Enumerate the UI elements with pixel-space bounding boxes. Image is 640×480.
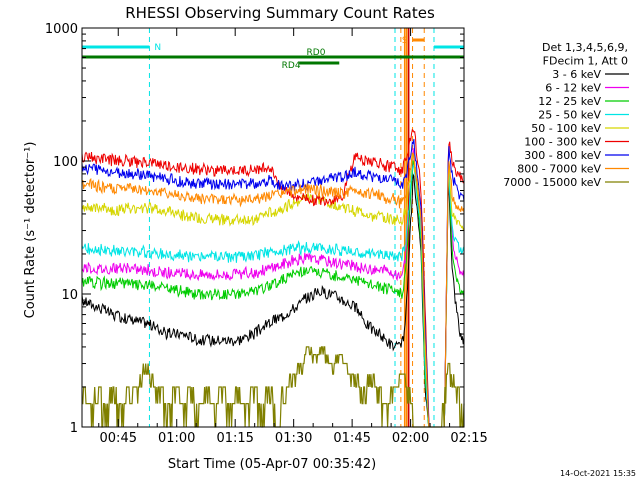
series-line-3 xyxy=(81,164,465,428)
annotation-label-n: N xyxy=(154,43,161,53)
legend-entry-0: 3 - 6 keV xyxy=(552,68,601,81)
chart-title: RHESSI Observing Summary Count Rates xyxy=(125,4,435,22)
annotation-label-s: S xyxy=(402,36,408,46)
vertical-markers xyxy=(148,28,435,427)
annotation-label-rd0: RD0 xyxy=(307,48,326,58)
series-line-8 xyxy=(82,346,465,428)
legend-header-1: FDecim 1, Att 0 xyxy=(543,55,628,68)
x-axis-ticks: 00:45 01:00 01:15 01:30 01:45 02:00 02:15 xyxy=(98,28,488,446)
x-tick-label-1: 01:00 xyxy=(158,431,195,446)
x-tick-label-0: 00:45 xyxy=(100,431,137,446)
y-tick-label-1: 10 xyxy=(61,288,78,303)
y-tick-label-0: 1 xyxy=(70,421,78,436)
legend-entry-6: 300 - 800 keV xyxy=(524,149,601,162)
series-lines xyxy=(81,128,465,428)
y-tick-label-3: 1000 xyxy=(45,22,78,37)
legend-entry-8: 7000 - 15000 keV xyxy=(503,176,601,189)
series-line-0 xyxy=(81,172,465,428)
x-tick-label-2: 01:15 xyxy=(216,431,253,446)
x-tick-label-3: 01:30 xyxy=(275,431,312,446)
series-line-4 xyxy=(81,153,465,428)
y-axis-label: Count Rate (s⁻¹ detector⁻¹) xyxy=(23,142,38,319)
x-tick-label-6: 02:15 xyxy=(450,431,487,446)
legend-entry-2: 12 - 25 keV xyxy=(538,95,601,108)
x-axis-label: Start Time (05-Apr-07 00:35:42) xyxy=(168,457,376,472)
legend: Det 1,3,4,5,6,9,FDecim 1, Att 03 - 6 keV… xyxy=(503,41,629,189)
legend-entry-4: 50 - 100 keV xyxy=(531,122,601,135)
annotation-label-rd4: RD4 xyxy=(282,61,301,71)
y-axis-ticks: 1 10 100 1000 xyxy=(45,22,464,436)
legend-entry-7: 800 - 7000 keV xyxy=(517,163,601,176)
legend-entry-5: 100 - 300 keV xyxy=(524,136,601,149)
footer-timestamp: 14-Oct-2021 15:35 xyxy=(560,469,636,478)
annotation-bars: N S RD0 RD4 xyxy=(82,36,464,71)
x-tick-label-4: 01:45 xyxy=(333,431,370,446)
x-tick-label-5: 02:00 xyxy=(392,431,429,446)
y-tick-label-2: 100 xyxy=(53,155,78,170)
legend-entry-3: 25 - 50 keV xyxy=(538,109,601,122)
legend-header-0: Det 1,3,4,5,6,9, xyxy=(542,41,628,54)
series-line-2 xyxy=(81,160,465,428)
plot-frame xyxy=(81,27,465,428)
series-line-6 xyxy=(81,138,465,428)
series-line-5 xyxy=(81,128,464,428)
series-line-7 xyxy=(81,152,465,428)
legend-entry-1: 6 - 12 keV xyxy=(545,82,601,95)
series-line-1 xyxy=(81,148,465,428)
